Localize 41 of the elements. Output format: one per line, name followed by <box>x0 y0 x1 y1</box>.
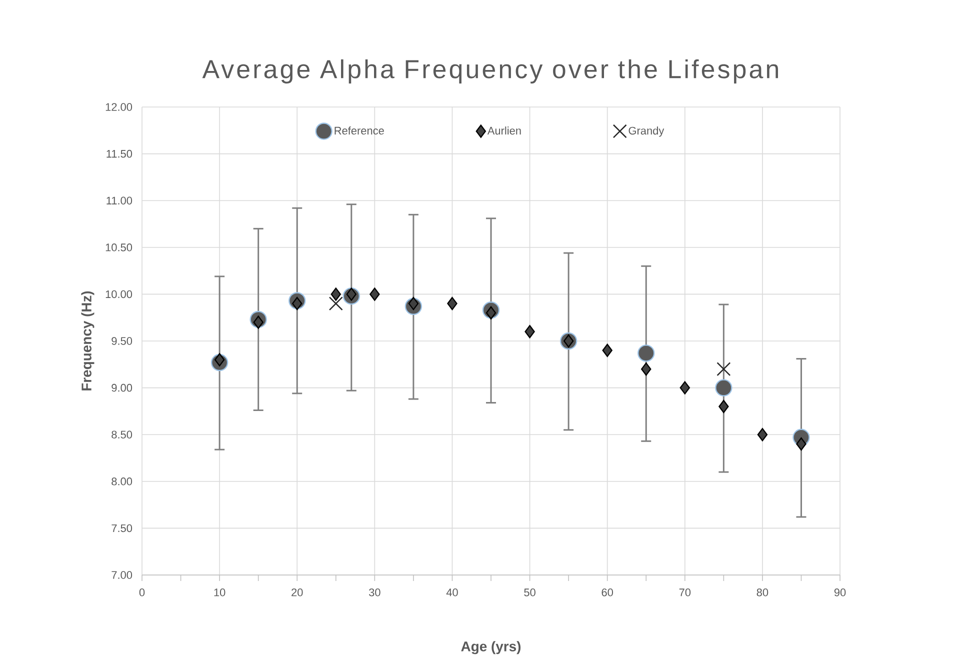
x-tick-label: 50 <box>524 588 536 596</box>
x-tick-label: 80 <box>756 588 768 596</box>
point <box>602 344 612 357</box>
x-tick-label: 70 <box>679 588 691 596</box>
legend-label: Grandy <box>628 126 664 137</box>
x-tick-label: 40 <box>446 588 458 596</box>
x-tick-label: 90 <box>834 588 846 596</box>
y-tick-label: 12.00 <box>106 103 132 111</box>
point <box>330 288 341 301</box>
point <box>524 325 535 338</box>
y-tick-label: 11.00 <box>106 196 132 204</box>
x-tick-label: 30 <box>368 588 380 596</box>
legend-label: Reference <box>334 126 384 135</box>
point <box>641 362 652 376</box>
legend-label: Aurlien <box>487 126 521 135</box>
y-tick-label: 9.00 <box>112 384 132 392</box>
point <box>638 344 655 362</box>
y-tick-label: 7.00 <box>112 571 132 579</box>
y-tick-label: 9.50 <box>112 337 132 345</box>
x-tick-label: 20 <box>292 588 303 596</box>
y-tick-label: 10.50 <box>106 244 132 252</box>
y-tick-label: 8.50 <box>112 430 132 438</box>
point <box>680 381 690 394</box>
y-tick-label: 8.00 <box>112 478 132 486</box>
x-tick-label: 60 <box>602 588 613 596</box>
x-axis-title: Age (yrs) <box>461 641 521 654</box>
point <box>328 296 343 311</box>
x-tick-label: 0 <box>139 588 145 596</box>
y-tick-label: 10.00 <box>106 290 132 298</box>
y-tick-label: 11.50 <box>106 150 132 158</box>
y-axis-title: Frequency (Hz) <box>81 291 94 390</box>
point <box>716 362 731 376</box>
x-tick-label: 10 <box>214 588 226 596</box>
point <box>718 400 729 414</box>
point <box>757 428 768 442</box>
point <box>370 288 380 301</box>
point <box>447 296 458 310</box>
y-tick-label: 7.50 <box>112 524 132 532</box>
point <box>715 379 732 396</box>
point <box>796 437 806 451</box>
chart-title: Average Alpha Frequency over the Lifespan <box>202 59 778 84</box>
